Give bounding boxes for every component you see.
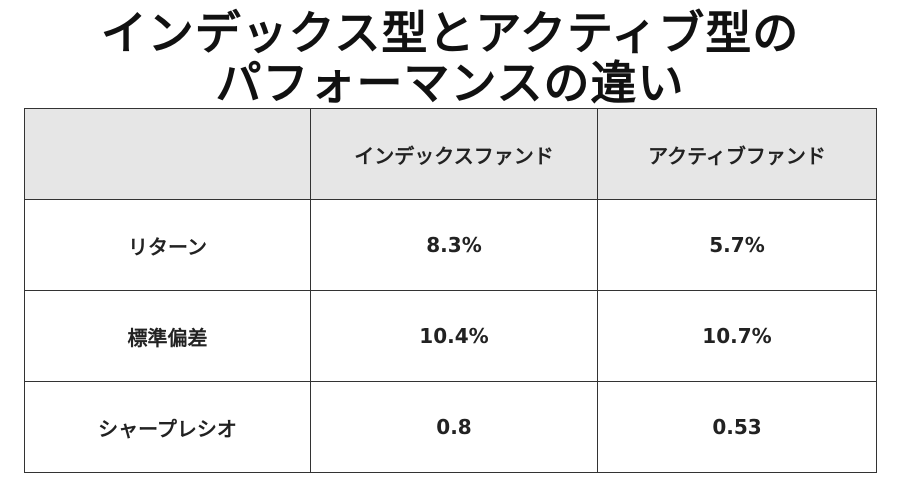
title-line: インデックス型とアクティブ型の [100,6,800,60]
header-cell: インデックスファンド [310,108,598,200]
header-cell [24,108,311,200]
header-cell: アクティブファンド [597,108,877,200]
cell: 10.7% [597,290,877,382]
header-row: インデックスファンド アクティブファンド [24,108,877,200]
cell: 0.53 [597,381,877,473]
cell: 標準偏差 [24,290,311,382]
title-line: パフォーマンスの違い [215,56,685,110]
row: リターン 8.3% 5.7% [24,199,877,291]
title: インデックス型とアクティブ型の パフォーマンスの違い [0,0,900,108]
cell: 10.4% [310,290,598,382]
cell: 5.7% [597,199,877,291]
row: 標準偏差 10.4% 10.7% [24,290,877,382]
table-body: リターン 8.3% 5.7% 標準偏差 10.4% 10.7% シャープレシオ 0.8 0.53 [24,199,877,473]
cell: リターン [24,199,311,291]
row: シャープレシオ 0.8 0.53 [24,381,877,473]
cell: シャープレシオ [24,381,311,473]
cell: 0.8 [310,381,598,473]
cell: 8.3% [310,199,598,291]
table: インデックスファンド アクティブファンド リターン 8.3% 5.7% 標準偏差 10.… [24,108,877,473]
